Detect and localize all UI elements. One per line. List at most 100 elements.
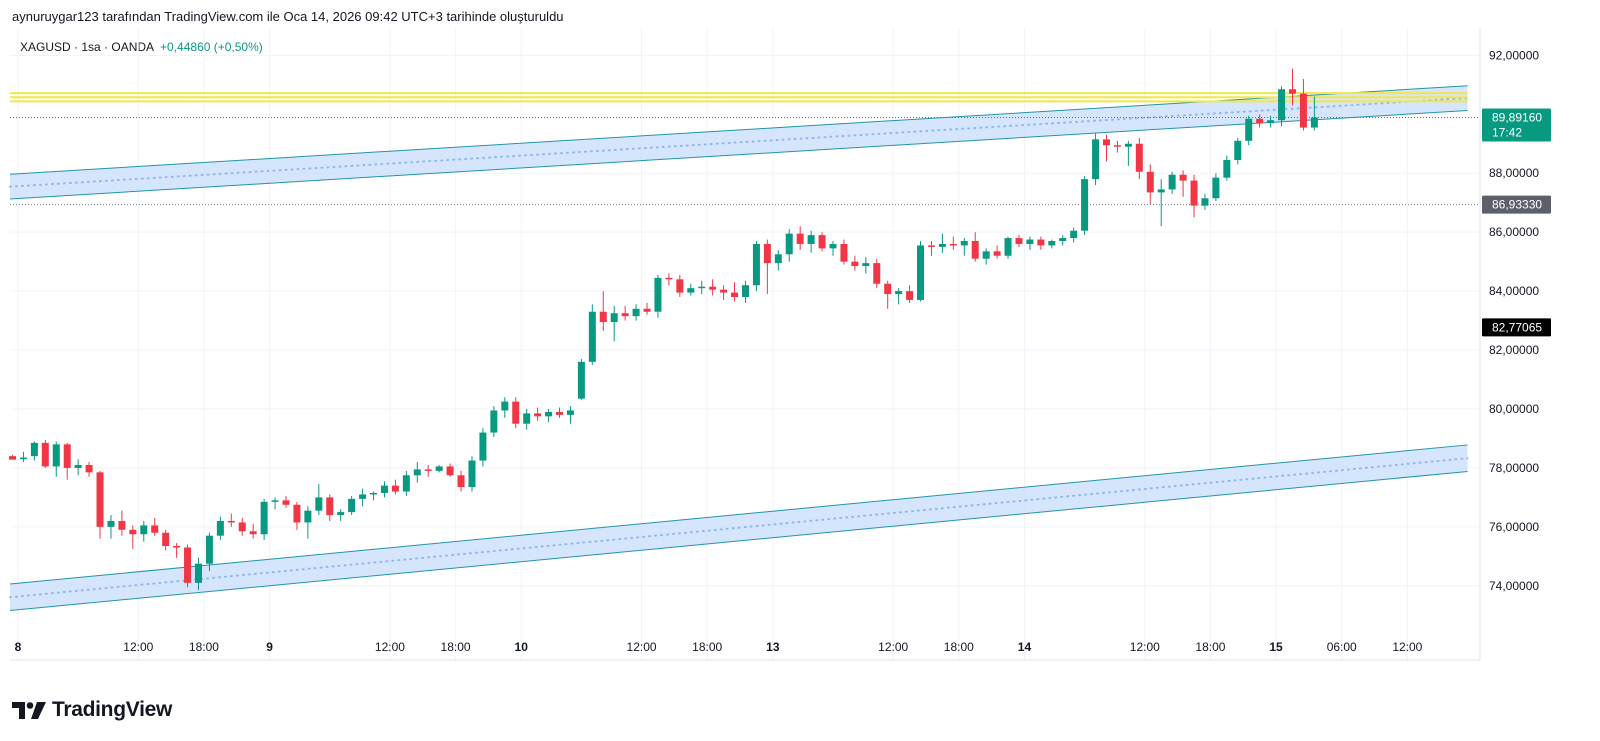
time-tick-label: 14 — [1018, 640, 1032, 654]
candle — [173, 543, 181, 558]
candle — [1223, 155, 1231, 181]
candle — [1124, 140, 1132, 166]
candle — [315, 484, 323, 516]
brand-name: TradingView — [52, 698, 173, 721]
candle — [1048, 239, 1056, 249]
time-tick-label: 13 — [766, 640, 780, 654]
candle — [435, 464, 443, 473]
candle — [993, 245, 1001, 259]
horizontal-lines — [10, 92, 1480, 206]
candle — [457, 470, 465, 492]
candle — [216, 516, 224, 541]
candle — [194, 557, 202, 591]
last-price-badge — [1482, 108, 1551, 142]
candle — [1103, 134, 1110, 162]
candle — [162, 529, 170, 551]
time-tick-label: 12:00 — [878, 640, 908, 654]
candle — [1234, 137, 1242, 165]
channel-lower-0 — [9, 109, 1468, 200]
candle — [785, 229, 793, 262]
candle — [490, 406, 498, 437]
candle — [271, 497, 279, 510]
candle — [621, 305, 629, 321]
candle — [720, 285, 728, 300]
price-badge — [1482, 318, 1551, 337]
candle — [380, 481, 388, 498]
candle — [917, 241, 925, 302]
candle — [370, 491, 378, 501]
candle — [906, 285, 914, 303]
price-tick-label: 92,00000 — [1489, 48, 1539, 62]
candle — [1256, 114, 1264, 128]
candle — [566, 406, 574, 424]
time-tick-label: 15 — [1269, 640, 1283, 654]
candle — [687, 283, 695, 296]
time-tick-label: 10 — [515, 640, 529, 654]
candle — [1015, 235, 1023, 247]
candle — [468, 456, 476, 492]
channel-mid-1 — [9, 457, 1469, 599]
candle — [151, 518, 159, 536]
candle — [1310, 96, 1318, 131]
candle — [588, 304, 596, 365]
time-tick-label: 9 — [266, 640, 273, 654]
time-axis: 8 12:00 18:00 9 12:00 18:00 10 12:00 18:00 13 12:0… — [15, 640, 1423, 654]
candle — [1070, 227, 1078, 243]
candle — [632, 304, 640, 321]
candle — [752, 241, 760, 292]
candle — [610, 305, 618, 342]
price-tick-label: 82,00000 — [1489, 343, 1539, 357]
candle — [523, 408, 531, 430]
candle — [249, 523, 257, 539]
price-tick-label: 84,00000 — [1489, 284, 1539, 298]
candle — [1278, 86, 1286, 127]
candle — [971, 232, 979, 262]
candle — [512, 397, 520, 429]
price-axis: 92,00000 88,00000 86,00000 84,00000 82,00000… — [1489, 48, 1539, 592]
candle — [501, 397, 509, 418]
candle — [326, 494, 334, 521]
candle — [260, 498, 268, 541]
channel-upper-1 — [9, 444, 1468, 585]
candle — [1059, 235, 1067, 246]
price-tick-label: 78,00000 — [1489, 461, 1539, 475]
candle — [1190, 174, 1198, 218]
candle — [359, 488, 367, 507]
candle — [118, 510, 126, 536]
tradingview-brand[interactable]: TradingView — [12, 698, 172, 722]
candle — [1026, 236, 1034, 250]
price-tick-label: 86,00000 — [1489, 225, 1539, 239]
candle — [9, 454, 16, 460]
candle — [938, 233, 946, 253]
time-tick-label: 06:00 — [1327, 640, 1357, 654]
symbol-info[interactable]: XAGUSD · 1sa · OANDA — [20, 40, 155, 54]
time-tick-label: 12:00 — [1392, 640, 1422, 654]
channel-lower-1 — [9, 470, 1468, 611]
candle — [1288, 68, 1296, 106]
candle — [709, 279, 717, 296]
candle — [982, 248, 990, 265]
candle — [96, 470, 104, 539]
candle — [1135, 137, 1143, 180]
candle — [282, 495, 290, 508]
chart-header-text: aynuruygar123 tarafından TradingView.com… — [12, 9, 564, 24]
candles — [9, 68, 1318, 591]
candle — [107, 515, 115, 539]
candle — [391, 479, 399, 495]
candle — [829, 241, 837, 256]
candle — [1299, 78, 1307, 131]
last-price-value: 89,89160 — [1492, 110, 1542, 124]
candle — [774, 249, 782, 271]
candle — [556, 407, 563, 418]
candle — [1037, 236, 1045, 250]
time-tick-label: 8 — [15, 640, 22, 654]
candle — [1212, 173, 1220, 202]
price-badge-value: 86,93330 — [1492, 198, 1542, 212]
candle — [599, 291, 607, 331]
time-tick-label: 12:00 — [375, 640, 405, 654]
candle — [960, 238, 968, 256]
price-tick-label: 88,00000 — [1489, 166, 1539, 180]
candle — [85, 462, 93, 477]
